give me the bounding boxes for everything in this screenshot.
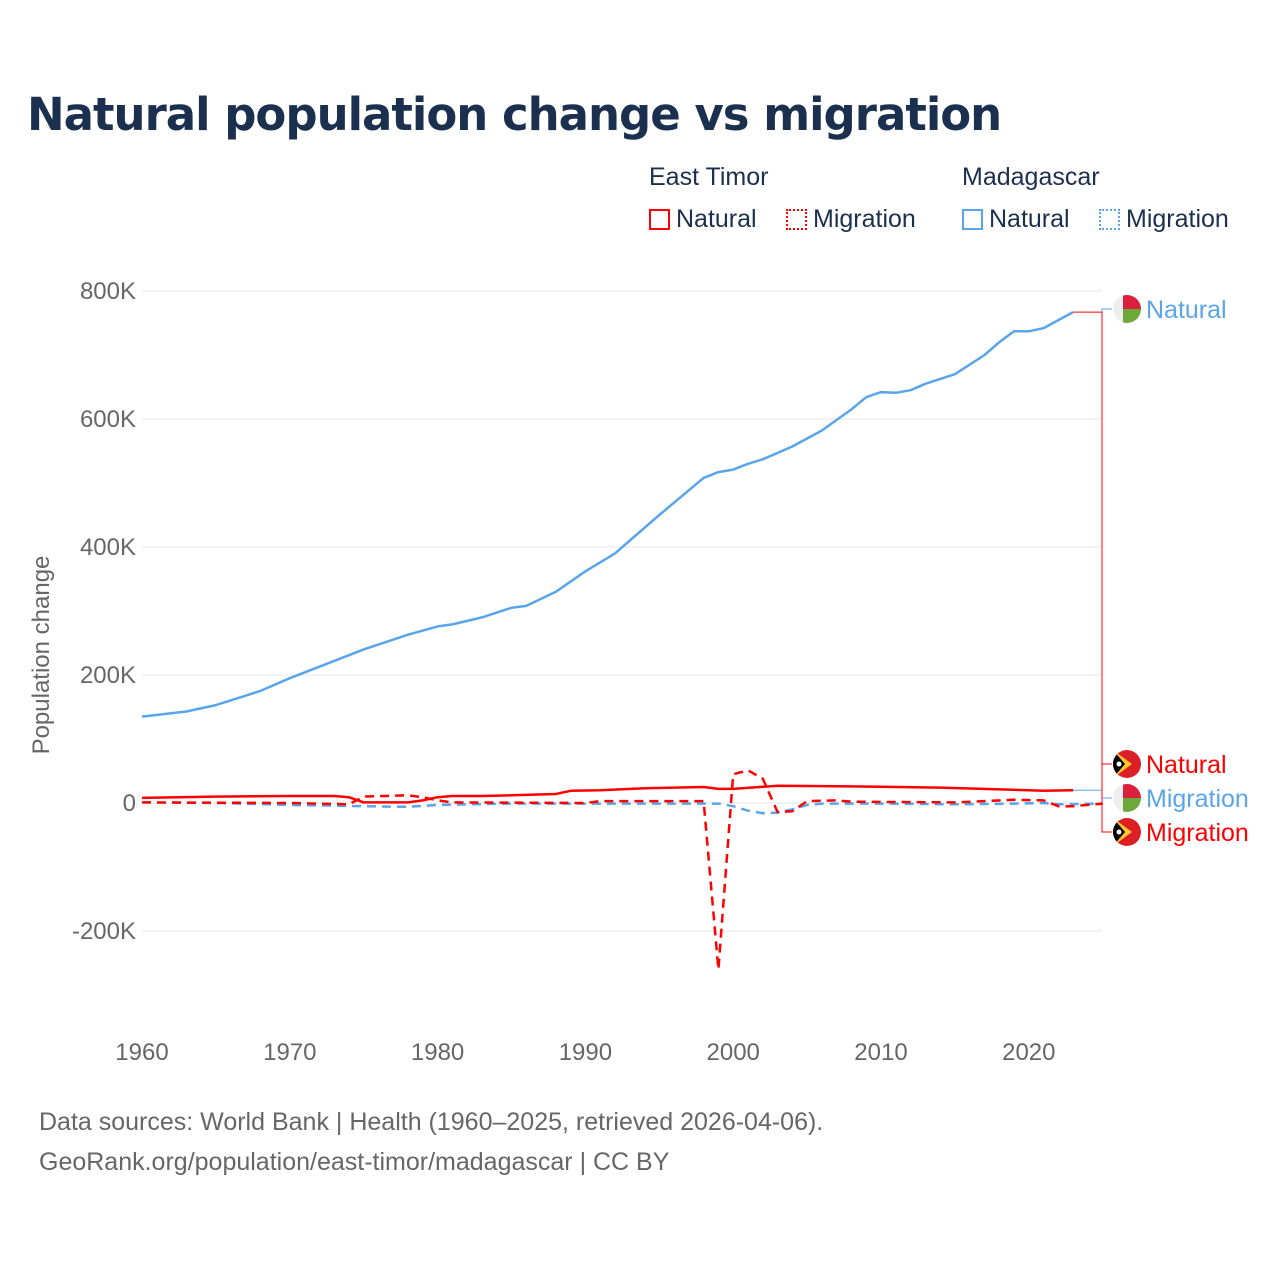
legend-label: Migration: [1126, 205, 1229, 233]
legend-label: Natural: [676, 205, 757, 233]
legend-group-madagascar: Madagascar: [962, 163, 1100, 191]
y-tick-label: 600K: [80, 406, 136, 433]
y-tick-label: 800K: [80, 278, 136, 305]
east-timor-flag-icon: [1113, 818, 1141, 846]
madagascar-flag-icon: [1113, 295, 1141, 323]
footer-source: Data sources: World Bank | Health (1960–…: [39, 1108, 824, 1136]
legend-mg-migration[interactable]: Migration: [1099, 205, 1229, 234]
legend-et-natural[interactable]: Natural: [649, 205, 757, 234]
y-axis-label: Population change: [28, 556, 55, 755]
x-tick-label: 2000: [707, 1039, 760, 1066]
chart-title: Natural population change vs migration: [27, 88, 1002, 141]
end-label: Natural: [1146, 296, 1227, 324]
east-timor-natural-line: [141, 784, 1074, 804]
x-tick-label: 1970: [263, 1039, 316, 1066]
legend-mg-natural[interactable]: Natural: [962, 205, 1070, 234]
end-label: Natural: [1146, 751, 1227, 779]
legend-et-migration[interactable]: Migration: [786, 205, 916, 234]
y-tick-label: 0: [123, 790, 136, 817]
end-label: Migration: [1146, 785, 1249, 813]
x-tick-label: 2010: [854, 1039, 907, 1066]
end-connector: [1101, 797, 1112, 805]
x-tick-label: 1960: [115, 1039, 168, 1066]
x-tick-label: 1980: [411, 1039, 464, 1066]
legend-label: Migration: [813, 205, 916, 233]
y-tick-label: -200K: [72, 918, 136, 945]
end-connector: [1073, 311, 1112, 833]
y-tick-label: 200K: [80, 662, 136, 689]
legend-swatch: [1099, 209, 1120, 230]
madagascar-natural-line: [141, 311, 1074, 718]
legend-swatch: [962, 209, 983, 230]
east-timor-flag-icon: [1113, 750, 1141, 778]
east-timor-migration-line: [141, 769, 1103, 971]
legend-label: Natural: [989, 205, 1070, 233]
x-tick-label: 1990: [559, 1039, 612, 1066]
madagascar-flag-icon: [1113, 784, 1141, 812]
legend-swatch: [786, 209, 807, 230]
end-label: Migration: [1146, 819, 1249, 847]
madagascar-migration-line: [141, 801, 1103, 815]
y-tick-label: 400K: [80, 534, 136, 561]
x-tick-label: 2020: [1002, 1039, 1055, 1066]
legend-swatch: [649, 209, 670, 230]
end-connector: [1073, 308, 1112, 791]
footer-link[interactable]: GeoRank.org/population/east-timor/madaga…: [39, 1148, 670, 1176]
legend-group-east-timor: East Timor: [649, 163, 769, 191]
